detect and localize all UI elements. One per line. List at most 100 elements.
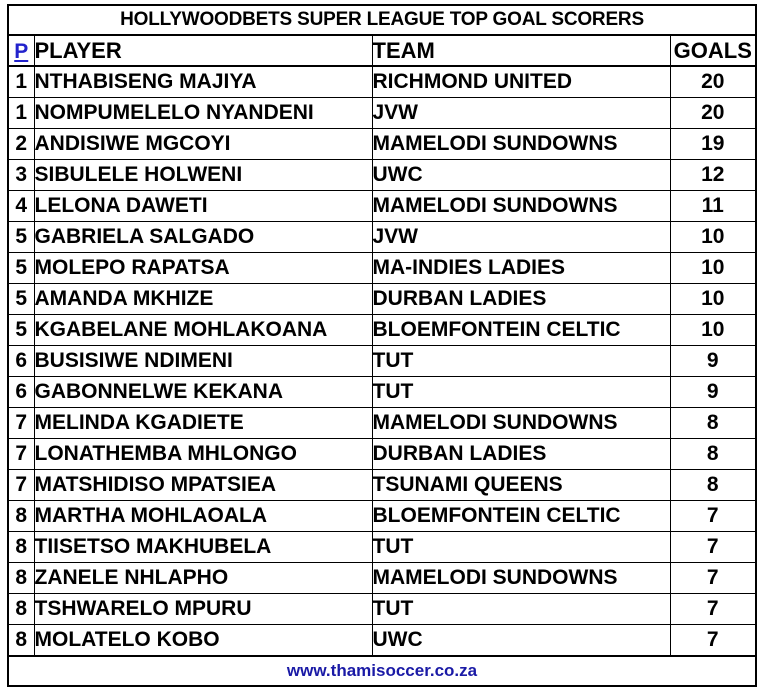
cell-team: MAMELODI SUNDOWNS: [371, 562, 671, 594]
cell-player: MOLEPO RAPATSA: [33, 252, 373, 284]
cell-player: GABRIELA SALGADO: [33, 221, 373, 253]
cell-position: 2: [7, 128, 35, 160]
cell-team: JVW: [371, 97, 671, 129]
cell-position: 7: [7, 469, 35, 501]
cell-team: UWC: [371, 159, 671, 191]
cell-position: 3: [7, 159, 35, 191]
cell-team: MA-INDIES LADIES: [371, 252, 671, 284]
footer-row: www.thamisoccer.co.za: [7, 655, 757, 687]
cell-position: 8: [7, 562, 35, 594]
table-row: 7 MATSHIDISO MPATSIEA TSUNAMI QUEENS 8: [7, 469, 757, 501]
table-row: 2 ANDISIWE MGCOYI MAMELODI SUNDOWNS 19: [7, 128, 757, 160]
cell-player: AMANDA MKHIZE: [33, 283, 373, 315]
cell-position: 5: [7, 283, 35, 315]
table-row: 8 MOLATELO KOBO UWC 7: [7, 624, 757, 657]
cell-goals: 10: [669, 252, 757, 284]
cell-position: 8: [7, 593, 35, 625]
cell-position: 1: [7, 97, 35, 129]
cell-player: MARTHA MOHLAOALA: [33, 500, 373, 532]
cell-position: 8: [7, 624, 35, 657]
cell-team: TUT: [371, 531, 671, 563]
column-header-player[interactable]: PLAYER: [33, 34, 373, 67]
cell-goals: 9: [669, 345, 757, 377]
website-link[interactable]: www.thamisoccer.co.za: [7, 655, 757, 687]
cell-goals: 7: [669, 500, 757, 532]
table-row: 5 GABRIELA SALGADO JVW 10: [7, 221, 757, 253]
cell-goals: 10: [669, 221, 757, 253]
cell-team: TSUNAMI QUEENS: [371, 469, 671, 501]
cell-team: JVW: [371, 221, 671, 253]
cell-team: BLOEMFONTEIN CELTIC: [371, 314, 671, 346]
table-row: 1 NOMPUMELELO NYANDENI JVW 20: [7, 97, 757, 129]
cell-goals: 7: [669, 531, 757, 563]
cell-goals: 11: [669, 190, 757, 222]
cell-team: DURBAN LADIES: [371, 283, 671, 315]
table-body: HOLLYWOODBETS SUPER LEAGUE TOP GOAL SCOR…: [7, 4, 757, 687]
cell-team: TUT: [371, 593, 671, 625]
table-row: 8 TIISETSO MAKHUBELA TUT 7: [7, 531, 757, 563]
table-row: 7 LONATHEMBA MHLONGO DURBAN LADIES 8: [7, 438, 757, 470]
table-row: 8 ZANELE NHLAPHO MAMELODI SUNDOWNS 7: [7, 562, 757, 594]
cell-player: NTHABISENG MAJIYA: [33, 65, 373, 98]
page-title: HOLLYWOODBETS SUPER LEAGUE TOP GOAL SCOR…: [7, 4, 757, 36]
cell-position: 4: [7, 190, 35, 222]
cell-goals: 7: [669, 562, 757, 594]
cell-team: DURBAN LADIES: [371, 438, 671, 470]
cell-position: 7: [7, 407, 35, 439]
cell-position: 6: [7, 345, 35, 377]
table-row: 6 GABONNELWE KEKANA TUT 9: [7, 376, 757, 408]
cell-player: LELONA DAWETI: [33, 190, 373, 222]
column-header-goals[interactable]: GOALS: [669, 34, 757, 67]
cell-team: MAMELODI SUNDOWNS: [371, 190, 671, 222]
cell-player: LONATHEMBA MHLONGO: [33, 438, 373, 470]
cell-goals: 8: [669, 438, 757, 470]
cell-position: 8: [7, 531, 35, 563]
cell-team: RICHMOND UNITED: [371, 65, 671, 98]
table-row: 6 BUSISIWE NDIMENI TUT 9: [7, 345, 757, 377]
table-row: 8 MARTHA MOHLAOALA BLOEMFONTEIN CELTIC 7: [7, 500, 757, 532]
cell-goals: 7: [669, 593, 757, 625]
column-header-team[interactable]: TEAM: [371, 34, 671, 67]
cell-team: TUT: [371, 376, 671, 408]
cell-player: TIISETSO MAKHUBELA: [33, 531, 373, 563]
cell-team: BLOEMFONTEIN CELTIC: [371, 500, 671, 532]
table-row: 5 KGABELANE MOHLAKOANA BLOEMFONTEIN CELTIC…: [7, 314, 757, 346]
cell-position: 1: [7, 65, 35, 98]
cell-team: MAMELODI SUNDOWNS: [371, 128, 671, 160]
cell-position: 8: [7, 500, 35, 532]
cell-goals: 9: [669, 376, 757, 408]
column-header-position[interactable]: P: [7, 34, 35, 67]
cell-player: KGABELANE MOHLAKOANA: [33, 314, 373, 346]
cell-player: MELINDA KGADIETE: [33, 407, 373, 439]
cell-team: MAMELODI SUNDOWNS: [371, 407, 671, 439]
table-row: 3 SIBULELE HOLWENI UWC 12: [7, 159, 757, 191]
cell-player: SIBULELE HOLWENI: [33, 159, 373, 191]
cell-goals: 20: [669, 65, 757, 98]
cell-goals: 8: [669, 469, 757, 501]
table-row: 8 TSHWARELO MPURU TUT 7: [7, 593, 757, 625]
cell-player: BUSISIWE NDIMENI: [33, 345, 373, 377]
cell-team: TUT: [371, 345, 671, 377]
cell-player: ZANELE NHLAPHO: [33, 562, 373, 594]
goal-scorers-table: HOLLYWOODBETS SUPER LEAGUE TOP GOAL SCOR…: [7, 4, 758, 687]
cell-goals: 20: [669, 97, 757, 129]
cell-player: NOMPUMELELO NYANDENI: [33, 97, 373, 129]
table-row: 4 LELONA DAWETI MAMELODI SUNDOWNS 11: [7, 190, 757, 222]
position-header-link[interactable]: P: [14, 39, 29, 63]
cell-goals: 10: [669, 283, 757, 315]
cell-player: ANDISIWE MGCOYI: [33, 128, 373, 160]
cell-position: 6: [7, 376, 35, 408]
cell-position: 5: [7, 252, 35, 284]
cell-team: UWC: [371, 624, 671, 657]
cell-player: MOLATELO KOBO: [33, 624, 373, 657]
table-row: 5 AMANDA MKHIZE DURBAN LADIES 10: [7, 283, 757, 315]
table-row: 5 MOLEPO RAPATSA MA-INDIES LADIES 10: [7, 252, 757, 284]
cell-goals: 10: [669, 314, 757, 346]
table-row: 1 NTHABISENG MAJIYA RICHMOND UNITED 20: [7, 65, 757, 98]
cell-position: 5: [7, 221, 35, 253]
cell-goals: 7: [669, 624, 757, 657]
header-row: P PLAYER TEAM GOALS: [7, 34, 757, 67]
cell-player: GABONNELWE KEKANA: [33, 376, 373, 408]
cell-goals: 19: [669, 128, 757, 160]
